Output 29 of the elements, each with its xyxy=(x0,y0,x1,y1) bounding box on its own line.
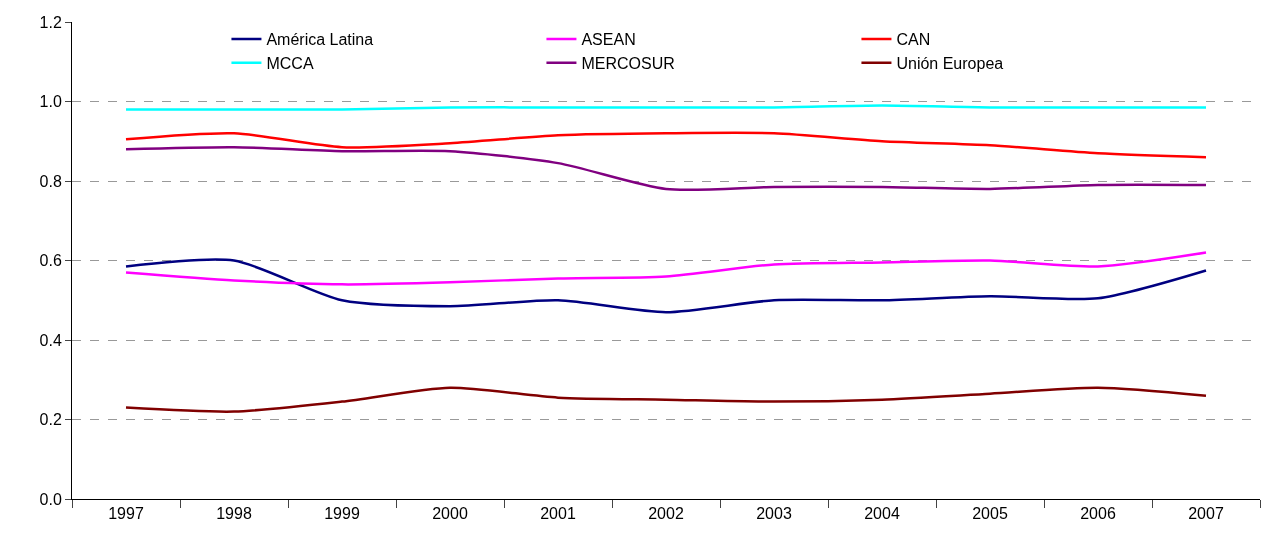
legend-label: ASEAN xyxy=(581,31,636,49)
x-tick-label: 2003 xyxy=(756,505,792,523)
line-series xyxy=(124,145,1208,192)
x-tick-label: 2007 xyxy=(1188,505,1224,523)
x-tick-label: 1999 xyxy=(324,505,360,523)
line-series xyxy=(124,258,1208,314)
legend-label: CAN xyxy=(896,31,931,49)
y-tick-label: 1.2 xyxy=(39,13,62,31)
y-tick-label: 0.4 xyxy=(39,331,62,349)
x-tick-label: 2005 xyxy=(972,505,1008,523)
legend-label: MCCA xyxy=(266,54,314,72)
x-tick-label: 1997 xyxy=(108,505,144,523)
x-tick-label: 2000 xyxy=(432,505,468,523)
line-series xyxy=(124,131,1208,159)
y-tick-label: 0.8 xyxy=(39,172,62,190)
x-tick-label: 2004 xyxy=(864,505,900,523)
x-tick-label: 2001 xyxy=(540,505,576,523)
y-tick-label: 0.0 xyxy=(39,490,62,508)
y-tick-label: 0.2 xyxy=(39,411,62,429)
line-series xyxy=(124,386,1208,413)
legend-label: América Latina xyxy=(266,31,374,49)
line-series xyxy=(124,251,1208,286)
y-tick-label: 1.0 xyxy=(39,93,62,111)
x-tick-label: 1998 xyxy=(216,505,252,523)
legend-label: Unión Europea xyxy=(896,54,1004,72)
y-tick-label: 0.6 xyxy=(39,252,62,270)
legend-label: MERCOSUR xyxy=(581,54,675,72)
x-tick-label: 2002 xyxy=(648,505,684,523)
x-tick-label: 2006 xyxy=(1080,505,1116,523)
